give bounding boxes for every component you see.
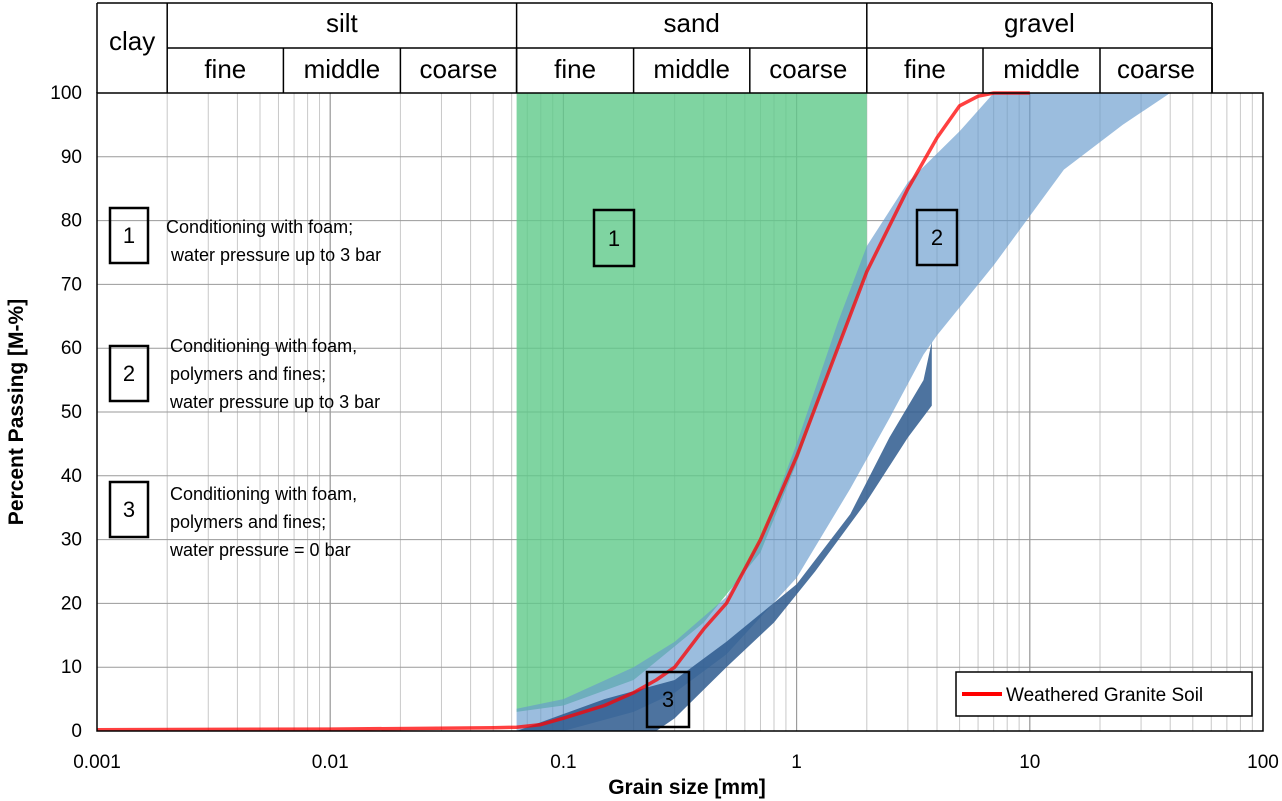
annotation-3-line-3: water pressure = 0 bar [169,540,351,560]
annotation-3: 3 Conditioning with foam, polymers and f… [108,480,357,560]
annotation-2-line-2: polymers and fines; [170,364,326,384]
y-tick-label: 70 [61,274,82,295]
annotation-2-line-1: Conditioning with foam, [170,336,357,356]
x-tick-label: 0.001 [73,752,121,773]
x-axis-title: Grain size [mm] [608,776,766,799]
y-axis: 0 10 20 30 40 50 60 70 80 90 100 [50,83,82,742]
plot-frame [96,92,1264,732]
y-tick-label: 10 [61,657,82,678]
zone-2-marker: 2 [915,208,959,267]
annotation-3-line-2: polymers and fines; [170,512,326,532]
legend-label: Weathered Granite Soil [1006,685,1203,706]
header-sub-label-gravel-fine: fine [904,54,946,84]
x-tick-label: 10 [1019,752,1040,773]
y-tick-label: 20 [61,593,82,614]
svg-text:3: 3 [123,497,135,522]
plot-border [96,92,1264,732]
annotation-1-line-1: Conditioning with foam; [166,217,353,237]
header-label-gravel: gravel [1004,8,1075,38]
header-sub-label-silt-middle: middle [304,54,381,84]
x-tick-label: 0.01 [312,752,349,773]
header-sub-label-sand-middle: middle [653,54,730,84]
zone-3-area [516,341,932,731]
soil-class-header: clay silt fine middle coarse sand fine middle co… [96,2,1213,93]
zone-1-marker: 1 [592,208,636,268]
x-tick-label: 1 [791,752,802,773]
zone-1-area [516,93,867,712]
series-line [96,91,1030,732]
annotation-2-line-3: water pressure up to 3 bar [169,392,380,412]
x-axis: 0.001 0.01 0.1 1 10 100 [73,752,1279,773]
header-sub-label-silt-coarse: coarse [419,54,497,84]
annotation-1-line-2: water pressure up to 3 bar [170,245,381,265]
svg-text:2: 2 [931,225,943,250]
x-tick-label: 100 [1247,752,1279,773]
header-sub-label-gravel-coarse: coarse [1117,54,1195,84]
y-tick-label: 90 [61,147,82,168]
svg-text:1: 1 [123,223,135,248]
series [96,91,1030,732]
y-tick-label: 60 [61,338,82,359]
y-tick-label: 0 [71,721,82,742]
legend: Weathered Granite Soil [955,671,1253,717]
svg-text:1: 1 [608,226,620,251]
header-sub-label-sand-coarse: coarse [769,54,847,84]
header-sub-label-sand-fine: fine [554,54,596,84]
zone-3-marker: 3 [645,670,691,729]
y-axis-title: Percent Passing [M-%] [5,299,28,525]
header-label-clay: clay [109,26,155,56]
header-sub-label-silt-fine: fine [204,54,246,84]
annotation-3-line-1: Conditioning with foam, [170,484,357,504]
y-tick-label: 80 [61,211,82,232]
y-tick-label: 100 [50,83,82,104]
svg-text:3: 3 [662,687,674,712]
annotation-2: 2 Conditioning with foam, polymers and f… [108,336,380,412]
y-tick-label: 40 [61,466,82,487]
zone-2-area [516,93,1171,731]
header-label-sand: sand [664,8,720,38]
svg-text:2: 2 [123,361,135,386]
annotation-1: 1 Conditioning with foam; water pressure… [108,206,381,265]
zones [516,93,1171,731]
y-tick-label: 50 [61,402,82,423]
header-sub-label-gravel-middle: middle [1003,54,1080,84]
y-tick-label: 30 [61,530,82,551]
header-label-silt: silt [326,8,359,38]
x-tick-label: 0.1 [550,752,576,773]
